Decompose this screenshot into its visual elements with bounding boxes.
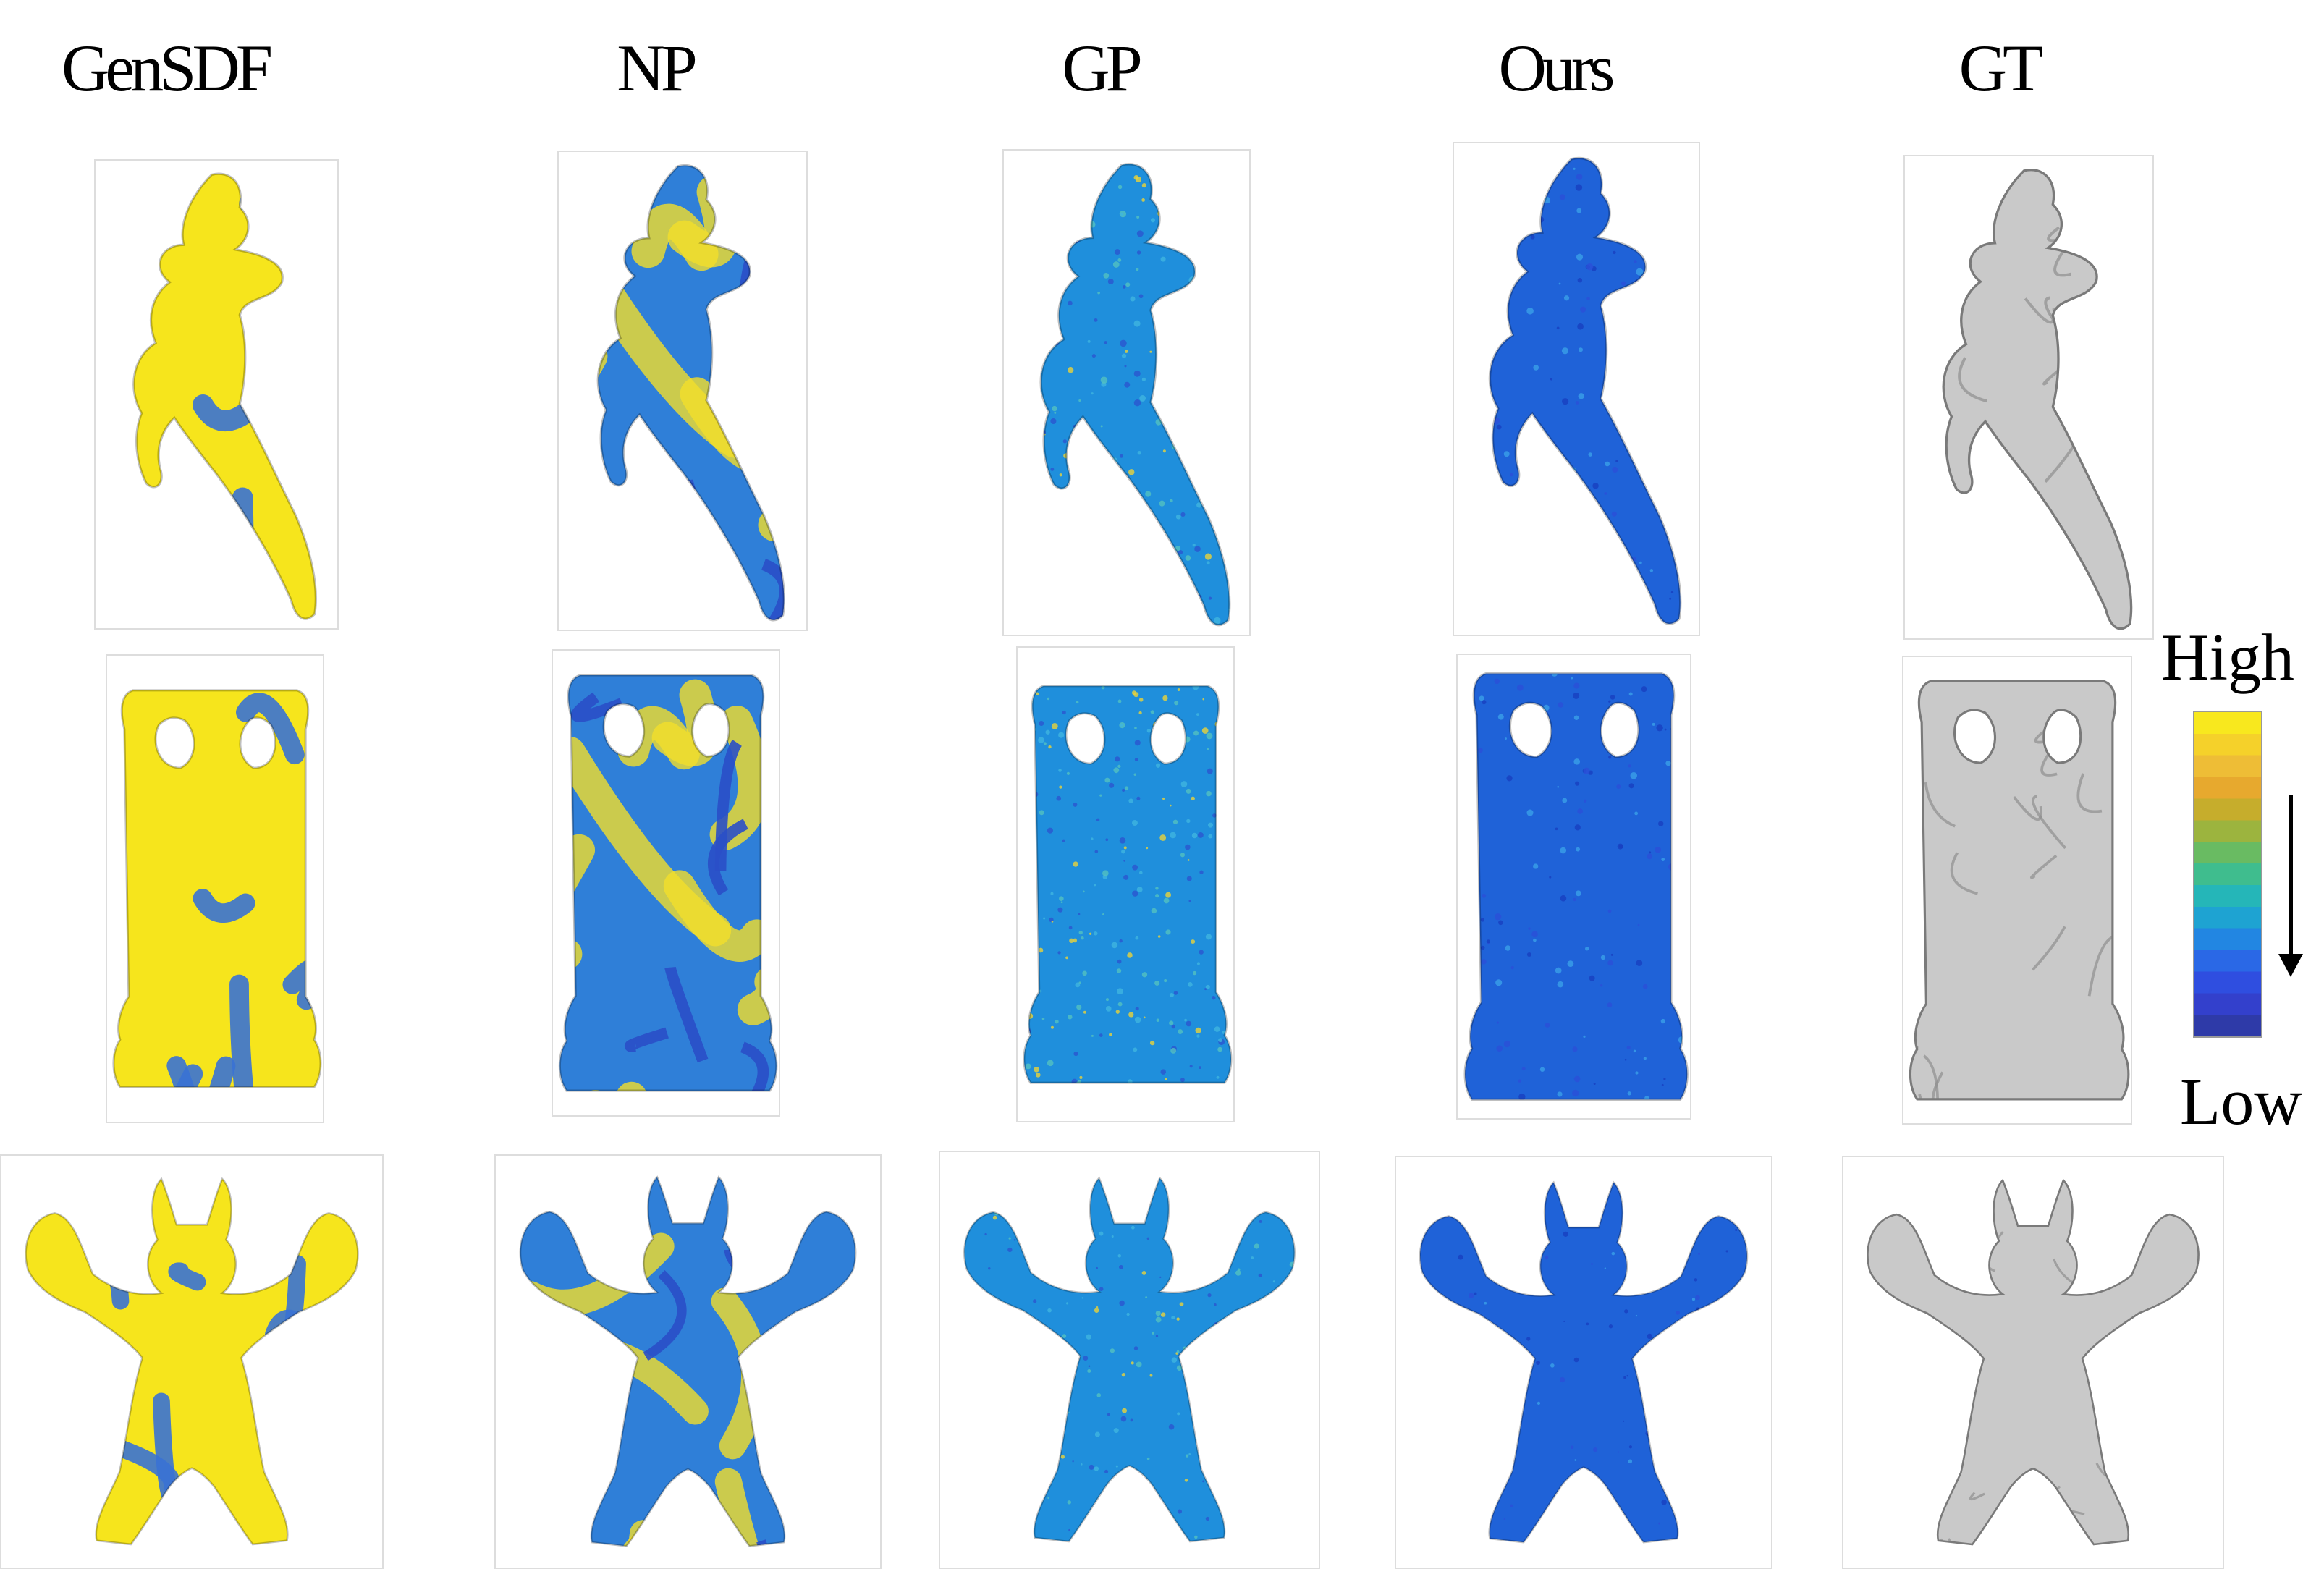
down-arrow-icon	[2289, 795, 2293, 955]
legend-high-label: High	[2161, 620, 2294, 694]
panel-ours-statue-mesh	[1490, 158, 1681, 624]
panel-gp-armadillo-mesh	[964, 1177, 1295, 1542]
panel-np-statue	[557, 151, 808, 631]
panel-ours-buddha	[1456, 654, 1691, 1120]
panel-gt-armadillo-svg	[1867, 1178, 2200, 1546]
panel-gt-armadillo-mesh	[1867, 1180, 2199, 1545]
panel-np-buddha-svg	[558, 674, 778, 1092]
panel-gp-armadillo	[939, 1151, 1320, 1569]
column-header-gp: GP	[1062, 31, 1143, 105]
legend-colorbar	[2193, 711, 2262, 1038]
panel-gt-statue	[1903, 155, 2154, 640]
panel-gt-statue-mesh	[1943, 169, 2131, 629]
panel-gp-buddha-svg	[1023, 685, 1233, 1084]
panel-gensdf-statue	[94, 159, 339, 630]
panel-np-statue-svg	[596, 164, 785, 622]
panel-gensdf-statue-svg	[132, 172, 317, 620]
panel-ours-buddha-mesh	[1465, 673, 1688, 1100]
panel-gt-buddha-svg	[1909, 680, 2130, 1101]
panel-gensdf-buddha	[106, 654, 324, 1123]
panel-np-armadillo-svg	[519, 1175, 857, 1547]
panel-np-buddha	[552, 649, 780, 1117]
panel-ours-armadillo-mesh	[1420, 1182, 1747, 1543]
panel-gensdf-armadillo	[0, 1154, 384, 1569]
panel-gp-buddha	[1016, 646, 1235, 1122]
panel-gensdf-statue-mesh	[133, 174, 316, 619]
panel-gt-statue-svg	[1942, 169, 2133, 630]
panel-gt-buddha	[1902, 656, 2132, 1125]
column-header-gt: GT	[1959, 31, 2044, 105]
panel-gensdf-armadillo-mesh	[25, 1179, 358, 1544]
panel-gp-statue	[1002, 149, 1251, 636]
panel-ours-armadillo-svg	[1419, 1180, 1749, 1544]
panel-ours-armadillo	[1395, 1156, 1772, 1569]
panel-gensdf-buddha-svg	[112, 689, 322, 1088]
panel-np-armadillo-mesh	[520, 1177, 856, 1547]
column-header-gensdf: GenSDF	[61, 31, 273, 105]
panel-ours-statue	[1453, 142, 1700, 636]
panel-gensdf-armadillo-svg	[25, 1177, 359, 1546]
column-header-ours: Ours	[1498, 31, 1615, 105]
panel-gp-buddha-mesh	[1023, 685, 1232, 1083]
panel-gp-statue-mesh	[1041, 164, 1230, 625]
panel-gt-armadillo	[1842, 1156, 2224, 1569]
panel-np-armadillo	[494, 1154, 882, 1569]
panel-ours-buddha-svg	[1463, 672, 1689, 1101]
column-header-np: NP	[617, 31, 698, 105]
panel-gp-statue-svg	[1039, 163, 1231, 627]
panel-ours-statue-svg	[1488, 156, 1682, 625]
panel-gensdf-buddha-mesh	[113, 690, 321, 1088]
arrow-head-icon	[2278, 954, 2303, 977]
legend-low-label: Low	[2180, 1065, 2302, 1138]
panel-gp-armadillo-svg	[963, 1176, 1296, 1543]
panel-gt-buddha-mesh	[1910, 681, 2129, 1099]
